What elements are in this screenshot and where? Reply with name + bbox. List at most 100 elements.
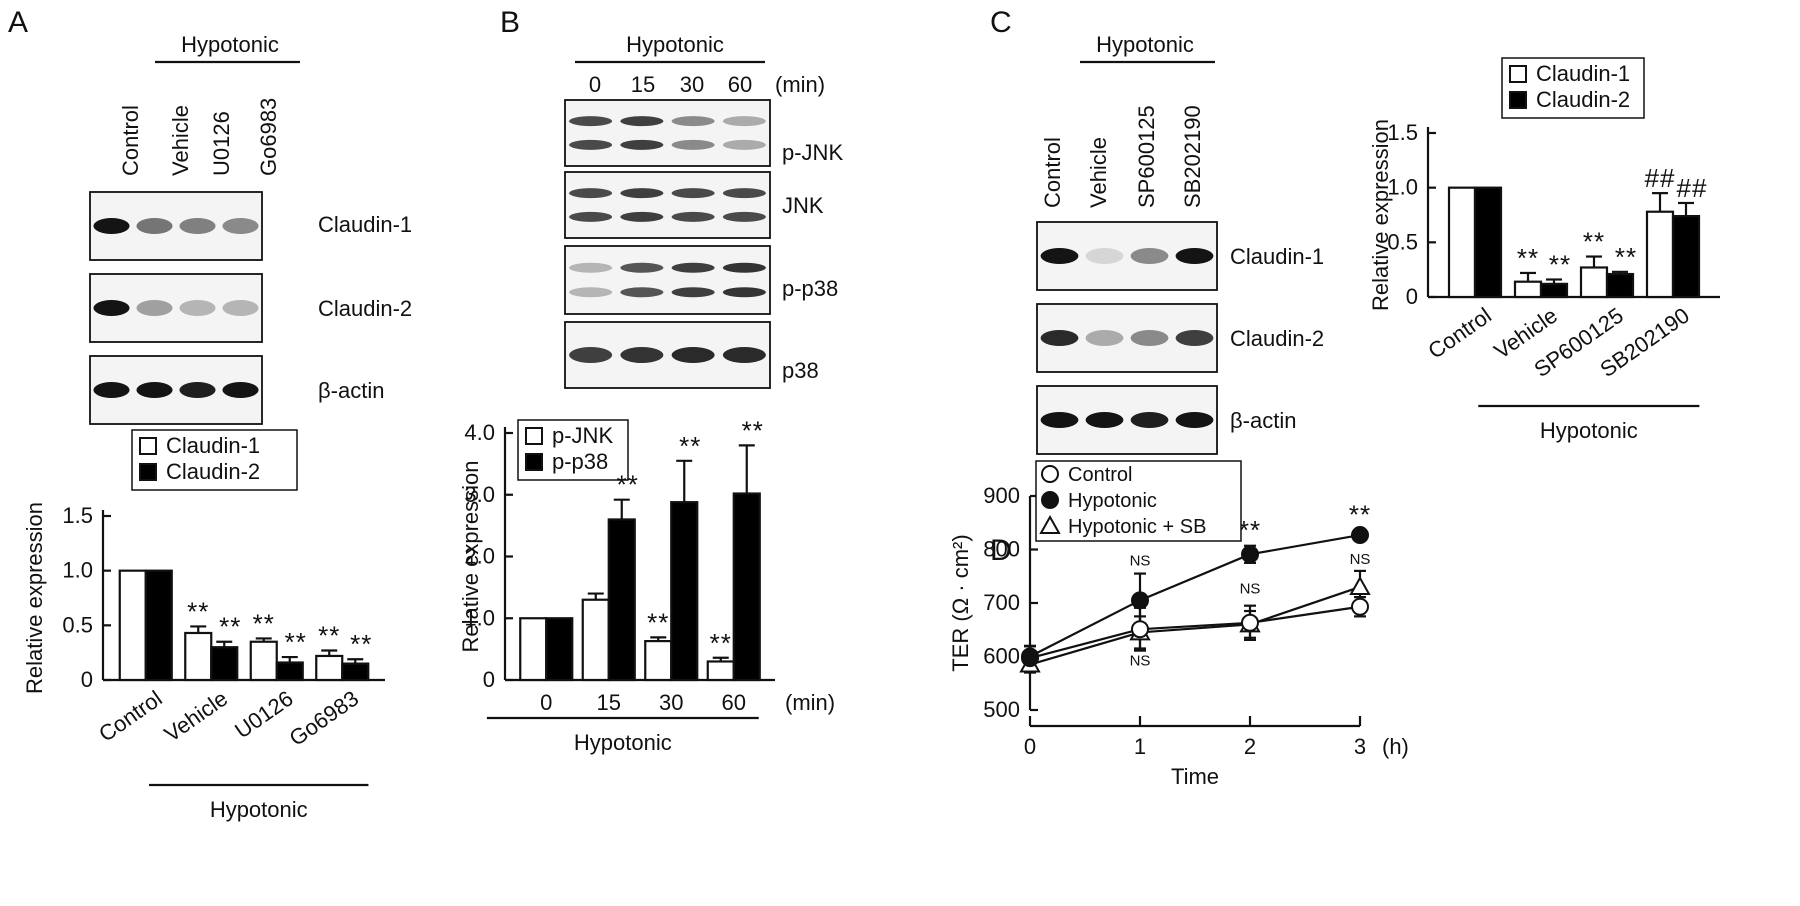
panel-b-group-label: Hypotonic <box>574 730 672 755</box>
panel-b-significance-mark: ** <box>679 431 701 461</box>
panel-b-bar <box>670 501 699 682</box>
panel-a-bar <box>275 661 304 682</box>
panel-a-y-axis-label: Relative expression <box>22 502 47 694</box>
panel-b-blot-strip <box>564 99 771 167</box>
panel-d-y-tick-label: 900 <box>983 483 1020 508</box>
panel-d-x-tick-label: 0 <box>1024 734 1036 759</box>
panel-a-bar <box>249 640 278 682</box>
panel-a-blot-band <box>93 218 130 234</box>
panel-b-bar <box>732 492 761 682</box>
panel-c-blot-band <box>1175 248 1214 264</box>
panel-a-legend-box <box>131 429 298 491</box>
panel-d-y-tick-label: 800 <box>983 537 1020 562</box>
panel-c-bar <box>1605 272 1635 299</box>
panel-b-category-label: 60 <box>722 690 746 715</box>
panel-b-blot-band <box>671 211 715 222</box>
panel-a-blot-label: Claudin-1 <box>318 212 412 237</box>
panel-a-blot-band <box>179 218 216 234</box>
panel-b-y-tick-label: 3.0 <box>464 482 495 507</box>
panel-b-blot-strip <box>564 171 771 239</box>
panel-b-blot-band <box>671 287 715 298</box>
panel-c-blot-treatment-label: Hypotonic <box>1096 32 1194 57</box>
panel-a-blot-label: Claudin-2 <box>318 296 412 321</box>
panel-d-point <box>1021 647 1039 666</box>
panel-c-blot-band <box>1130 330 1169 346</box>
panel-a-legend-swatch <box>139 463 157 481</box>
panel-c-blot-band <box>1130 412 1169 428</box>
panel-c-blot-band <box>1085 330 1124 346</box>
panel-a-y-tick-label: 0 <box>81 667 93 692</box>
panel-a-group-label: Hypotonic <box>210 797 308 822</box>
panel-b-blot-band <box>620 211 664 222</box>
panel-a-bar <box>184 631 213 682</box>
panel-b-legend-label: p-JNK <box>552 423 613 448</box>
panel-a-blot-band <box>222 300 259 316</box>
panel-d-point <box>1131 620 1149 639</box>
panel-b-lane-label: 0 <box>589 72 601 97</box>
panel-c-blot: Hypotonic Control Vehicle SP600125 SB202… <box>1036 32 1324 455</box>
panel-d-series-line <box>1029 585 1361 666</box>
panel-c-lane-label: Control <box>1040 137 1065 208</box>
panel-b-y-tick-label: 2.0 <box>464 544 495 569</box>
panel-b-blot-band <box>569 139 613 150</box>
panel-a-y-tick-label: 0.5 <box>62 612 93 637</box>
panel-b-x-unit: (min) <box>785 690 835 715</box>
panel-c-legend-swatch <box>1509 65 1527 83</box>
panel-d-annotation: NS <box>1350 551 1371 568</box>
panel-b-blot-band <box>569 188 613 199</box>
panel-c-significance-mark: ** <box>1583 227 1605 257</box>
panel-b-bar <box>519 617 548 682</box>
panel-a-legend-label: Claudin-2 <box>166 459 260 484</box>
panel-b-bar <box>607 518 636 682</box>
panel-d-point <box>1241 545 1259 564</box>
panel-c-bar <box>1579 266 1609 299</box>
panel-b-blot-label: p-JNK <box>782 140 843 165</box>
panel-c-blot-band <box>1040 412 1079 428</box>
panel-c-significance-mark: ## <box>1677 173 1708 203</box>
panel-b-blot-band <box>620 262 664 273</box>
panel-c-blot-band <box>1085 248 1124 264</box>
panel-a-category-label: Control <box>94 686 166 747</box>
panel-d-legend-marker <box>1041 491 1059 509</box>
panel-d-x-tick-label: 1 <box>1134 734 1146 759</box>
panel-letter-c: C <box>990 6 1012 39</box>
panel-b-significance-mark: ** <box>647 607 669 637</box>
panel-b-blot-band <box>569 287 613 298</box>
panel-c-y-tick-label: 0.5 <box>1387 229 1418 254</box>
panel-a-bar <box>210 646 239 682</box>
panel-c-legend-label: Claudin-1 <box>1536 61 1630 86</box>
panel-a-blot-band <box>136 382 173 398</box>
panel-a-lane-label: Control <box>118 105 143 176</box>
panel-c-category-label: Control <box>1423 303 1495 364</box>
panel-d-legend-box <box>1035 460 1242 542</box>
panel-b-blot-band <box>722 188 766 199</box>
panel-b-category-label: 15 <box>597 690 621 715</box>
panel-letter-b: B <box>500 6 520 39</box>
panel-a-lane-label: Vehicle <box>168 105 193 176</box>
panel-c-y-axis-label: Relative expression <box>1368 119 1393 311</box>
panel-c-blot-band <box>1040 330 1079 346</box>
panel-a-blot-band <box>93 382 130 398</box>
panel-a-significance-mark: ** <box>285 627 307 657</box>
panel-a-lane-label: Go6983 <box>256 98 281 176</box>
panel-b-blot-band <box>671 347 715 363</box>
panel-d-series-line <box>1029 533 1361 658</box>
panel-b-significance-mark: ** <box>617 470 639 500</box>
panel-b-blot-band <box>722 262 766 273</box>
panel-b-blot-band <box>569 262 613 273</box>
panel-b-lane-label: 15 <box>631 72 655 97</box>
panel-a-blot-treatment-label: Hypotonic <box>181 32 279 57</box>
panel-b-category-label: 0 <box>540 690 552 715</box>
panel-d-annotation: ** <box>1349 499 1371 529</box>
panel-a-y-tick-label: 1.5 <box>62 503 93 528</box>
panel-b-bar <box>706 660 735 682</box>
panel-a-blot-band <box>136 218 173 234</box>
panel-b-blot-band <box>722 139 766 150</box>
panel-b-blot-treatment-label: Hypotonic <box>626 32 724 57</box>
panel-b-blot-band <box>569 211 613 222</box>
panel-b-y-tick-label: 4.0 <box>464 420 495 445</box>
panel-b-blot-band <box>569 347 613 363</box>
panel-d-point <box>1349 575 1371 595</box>
panel-c-bar <box>1645 210 1675 299</box>
panel-b-blot-band <box>671 262 715 273</box>
